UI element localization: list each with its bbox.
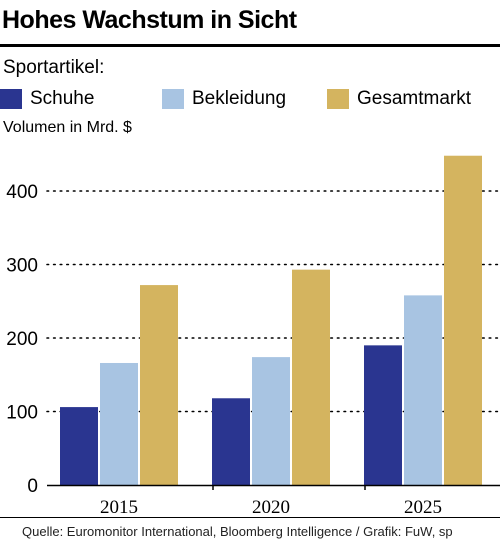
y-tick-label: 200	[6, 329, 38, 350]
title-divider	[0, 44, 500, 47]
legend-title: Sportartikel:	[3, 57, 105, 78]
y-axis-label: Volumen in Mrd. $	[3, 119, 132, 136]
bar-bekleidung-2015	[100, 362, 138, 485]
legend-item-schuhe: Schuhe	[0, 86, 94, 112]
bar-schuhe-2020	[212, 398, 250, 485]
bar-schuhe-2015	[60, 407, 98, 485]
x-tick-label: 2015	[100, 497, 138, 515]
bar-gesamtmarkt-2020	[292, 269, 330, 485]
legend-label-gesamtmarkt: Gesamtmarkt	[357, 88, 472, 109]
legend-label-schuhe: Schuhe	[30, 88, 95, 109]
chart-title: Hohes Wachstum in Sicht	[2, 6, 297, 34]
x-tick-label: 2020	[252, 497, 290, 515]
y-tick-label: 400	[6, 182, 38, 203]
bar-gesamtmarkt-2025	[444, 155, 482, 485]
bar-schuhe-2025	[364, 345, 402, 485]
footer-divider	[0, 517, 500, 518]
legend: Schuhe Bekleidung Gesamtmarkt	[0, 86, 500, 112]
legend-item-gesamtmarkt: Gesamtmarkt	[327, 86, 471, 112]
bar-bekleidung-2025	[404, 295, 442, 485]
bar-gesamtmarkt-2015	[140, 285, 178, 485]
y-tick-label: 300	[6, 256, 38, 277]
source-note: Quelle: Euromonitor International, Bloom…	[22, 524, 453, 539]
legend-swatch-bekleidung	[162, 89, 184, 109]
y-tick-label: 0	[27, 476, 38, 497]
x-tick-label: 2025	[404, 497, 442, 515]
legend-swatch-gesamtmarkt	[327, 89, 349, 109]
legend-swatch-schuhe	[0, 89, 22, 109]
bar-bekleidung-2020	[252, 357, 290, 485]
bar-chart: 0 100 200 300 400 2015 2020 2025	[6, 155, 500, 515]
legend-label-bekleidung: Bekleidung	[192, 88, 287, 109]
legend-item-bekleidung: Bekleidung	[162, 86, 286, 112]
y-tick-label: 100	[6, 403, 38, 424]
